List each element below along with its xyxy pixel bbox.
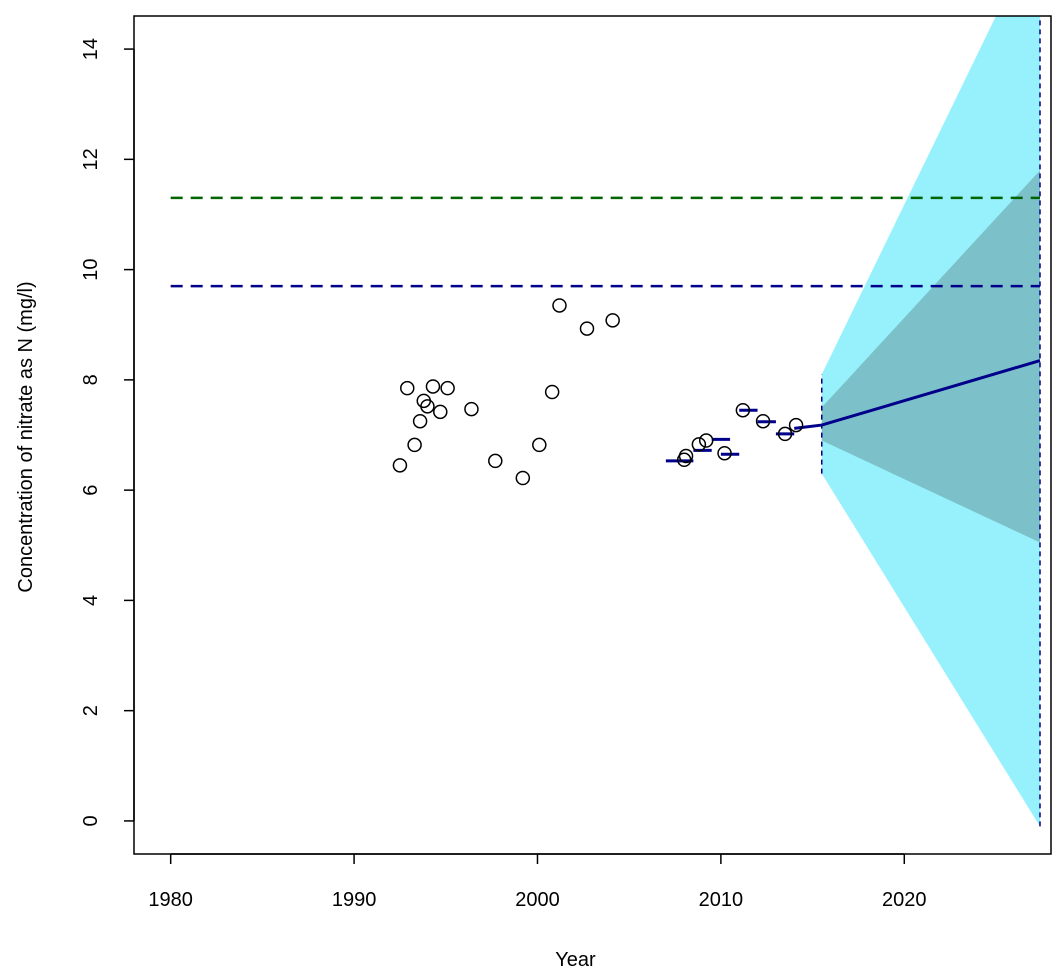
data-point-7 (425, 379, 441, 394)
x-tick-label-1990: 1990 (332, 889, 377, 911)
data-point-8 (433, 404, 448, 420)
data-point-23 (735, 402, 751, 418)
data-point-20 (691, 437, 707, 452)
data-point-17 (605, 313, 620, 328)
data-point-14 (544, 384, 560, 400)
data-point-16 (579, 321, 595, 336)
data-point-12 (515, 470, 531, 486)
y-tick-label-12: 12 (80, 148, 102, 170)
x-tick-label-2020: 2020 (882, 889, 927, 911)
data-point-22 (717, 445, 732, 461)
y-axis-title: Concentration of nitrate as N (mg/l) (15, 281, 37, 592)
observations-layer (392, 298, 804, 486)
data-point-3 (407, 437, 422, 453)
forecast-inner-band (821, 170, 1040, 543)
y-tick-label-10: 10 (80, 258, 102, 280)
y-tick-label-8: 8 (80, 374, 102, 385)
data-point-21 (698, 433, 714, 448)
y-tick-label-6: 6 (80, 485, 102, 496)
data-point-6 (420, 399, 435, 414)
forecast-bands-layer (821, 16, 1040, 827)
y-tick-label-2: 2 (80, 705, 102, 716)
data-point-11 (488, 453, 503, 469)
x-tick-label-2000: 2000 (515, 889, 560, 911)
data-point-10 (464, 401, 479, 417)
data-point-19 (678, 448, 694, 464)
x-tick-label-2010: 2010 (699, 889, 744, 911)
data-point-25 (777, 426, 793, 442)
data-point-15 (552, 298, 567, 313)
data-point-13 (532, 437, 547, 453)
y-tick-label-4: 4 (80, 595, 102, 606)
data-point-9 (440, 380, 455, 396)
y-tick-label-0: 0 (80, 815, 102, 826)
x-axis-title: Year (555, 949, 596, 971)
x-tick-label-1980: 1980 (148, 889, 193, 911)
data-point-2 (400, 380, 415, 396)
y-tick-label-14: 14 (80, 38, 102, 60)
axes-layer: 1980 1990 2000 2010 2020 0 2 4 6 8 10 12 14 (80, 38, 927, 911)
reference-lines-layer (170, 16, 1041, 827)
data-point-1 (392, 458, 408, 473)
data-point-24 (755, 413, 771, 429)
data-point-26 (788, 417, 804, 433)
trend-line (794, 359, 1041, 430)
data-point-4 (412, 413, 428, 429)
